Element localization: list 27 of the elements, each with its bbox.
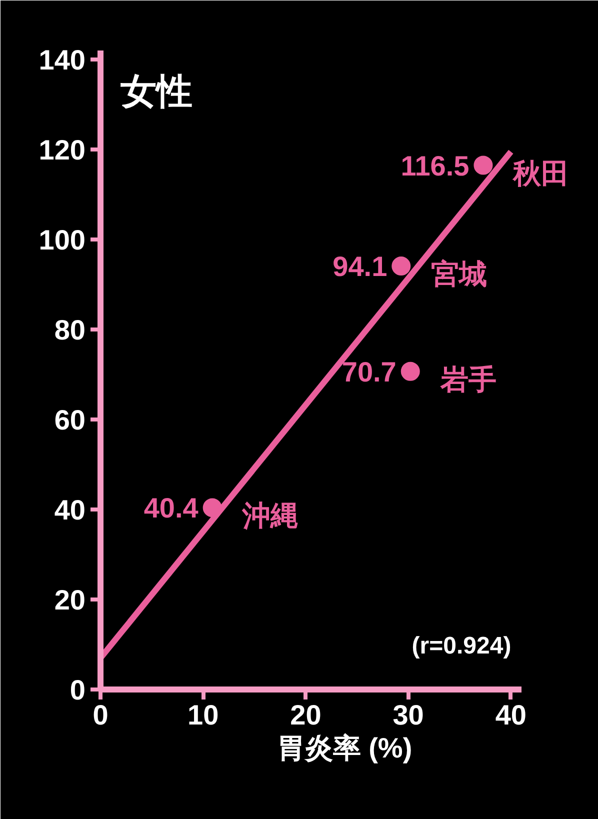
annotation: 岩手 [439,364,496,395]
x-tick-label: 40 [495,700,527,730]
y-tick-label: 120 [38,134,86,166]
data-label: 70.7 [342,356,396,388]
point [474,156,493,175]
y-tick-label: 140 [38,44,86,76]
x-tick-label: 10 [188,700,219,730]
annotation: 沖縄 [241,500,298,532]
data-label: 40.4 [144,492,199,524]
data-label: 116.5 [400,150,470,182]
y-tick-label: 100 [38,224,86,256]
annotation: (r=0.924) [412,632,512,660]
x-tick-label: 30 [392,700,424,730]
y-tick-label: 40 [54,494,86,526]
annotation: 宮城 [431,258,488,290]
x-tick-label: 0 [92,700,108,730]
y-tick-label: 20 [54,584,86,616]
text: 女性 [120,70,192,112]
data-label: 94.1 [332,251,388,282]
annotation: 秋田 [512,158,570,189]
y-tick-label: 60 [54,404,86,436]
y-tick-label: 80 [54,314,86,346]
y-tick-label: 0 [70,674,86,706]
x-axis-title: 胃炎率 (%) [276,732,412,764]
x-tick-label: 20 [290,700,322,730]
point [400,362,420,381]
point [392,256,411,276]
